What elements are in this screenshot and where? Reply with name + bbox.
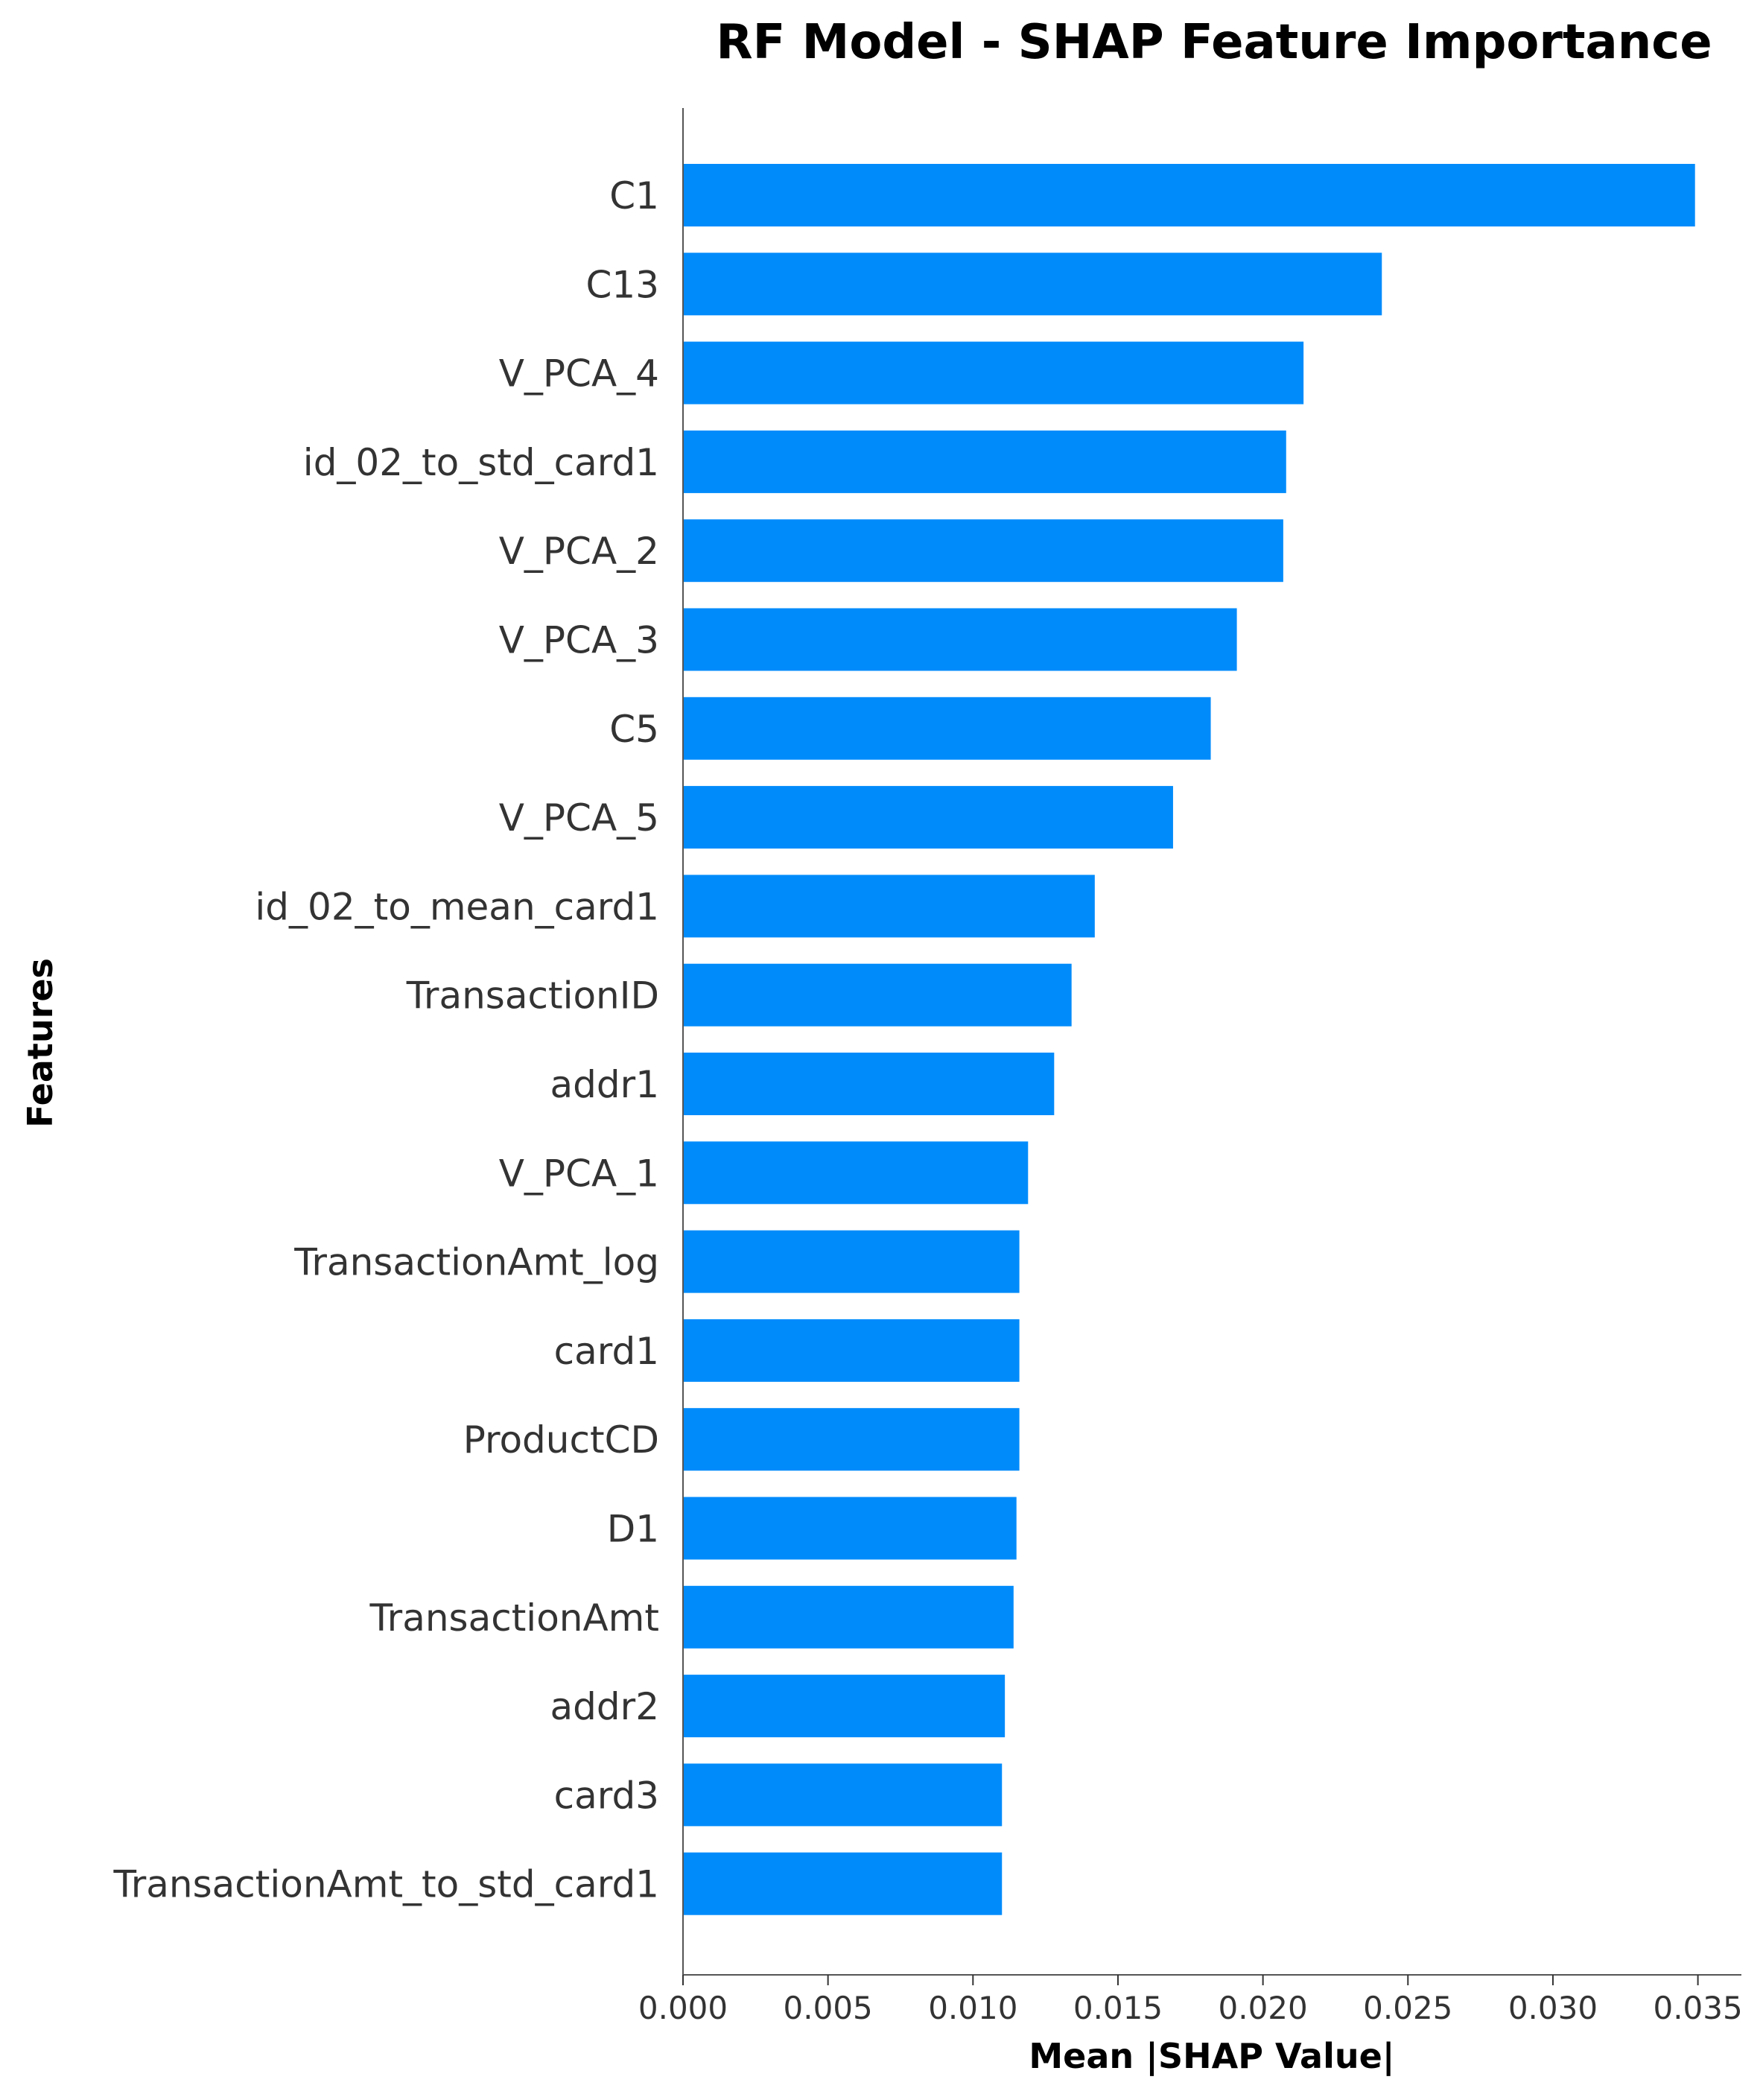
y-tick-label: TransactionAmt_log	[293, 1241, 659, 1284]
x-tick-label: 0.000	[638, 1990, 728, 2026]
y-tick-label: id_02_to_mean_card1	[255, 885, 659, 928]
x-tick-label: 0.035	[1653, 1990, 1742, 2026]
bar-id_02_to_std_card1	[683, 430, 1286, 493]
bar-TransactionAmt	[683, 1585, 1014, 1649]
bar-C13	[683, 253, 1382, 316]
y-tick-label: V_PCA_5	[499, 796, 659, 840]
bar-addr2	[683, 1675, 1006, 1738]
y-tick-label: card1	[554, 1330, 659, 1373]
y-tick-label: C13	[585, 263, 659, 306]
bar-TransactionID	[683, 963, 1072, 1027]
y-tick-label: V_PCA_1	[499, 1152, 659, 1195]
x-tick-label: 0.020	[1219, 1990, 1308, 2026]
y-tick-label: TransactionAmt	[369, 1596, 659, 1640]
y-tick-label: card3	[554, 1774, 659, 1817]
x-ticks: 0.000 0.005 0.010 0.015 0.020 0.025 0.030 0.035	[638, 1975, 1743, 2026]
bar-C1	[683, 164, 1695, 226]
bar-V_PCA_3	[683, 608, 1237, 671]
x-tick-label: 0.005	[784, 1990, 873, 2026]
y-tick-label: TransactionID	[406, 974, 659, 1018]
bar-id_02_to_mean_card1	[683, 875, 1095, 938]
bar-V_PCA_2	[683, 519, 1283, 583]
bar-V_PCA_5	[683, 786, 1173, 849]
x-tick-label: 0.015	[1073, 1990, 1163, 2026]
bar-card3	[683, 1763, 1003, 1827]
y-axis-title: Features	[20, 958, 60, 1128]
bar-card1	[683, 1319, 1020, 1382]
bar-D1	[683, 1497, 1017, 1560]
bar-addr1	[683, 1053, 1055, 1115]
y-tick-label: C5	[609, 708, 659, 751]
y-tick-label: ProductCD	[463, 1418, 659, 1462]
y-tick-label: V_PCA_3	[499, 619, 659, 662]
chart-title: RF Model - SHAP Feature Importance	[716, 15, 1712, 70]
y-tick-label: C1	[609, 174, 659, 218]
y-tick-label: D1	[607, 1508, 659, 1551]
bar-TransactionAmt_to_std_card1	[683, 1852, 1003, 1915]
y-tick-label: V_PCA_2	[499, 530, 659, 573]
x-tick-label: 0.025	[1363, 1990, 1452, 2026]
y-tick-label: TransactionAmt_to_std_card1	[113, 1863, 660, 1906]
y-tick-label: addr2	[550, 1685, 659, 1728]
y-tick-label: addr1	[550, 1063, 659, 1106]
x-axis-title: Mean |SHAP Value|	[1029, 2036, 1394, 2077]
bar-C5	[683, 697, 1211, 760]
bars-layer	[683, 164, 1695, 1915]
bar-TransactionAmt_log	[683, 1230, 1020, 1293]
y-tick-labels: C1 C13 V_PCA_4 id_02_to_std_card1 V_PCA_2 V_P…	[113, 174, 660, 1906]
x-tick-label: 0.030	[1508, 1990, 1598, 2026]
x-tick-label: 0.010	[928, 1990, 1017, 2026]
y-tick-label: id_02_to_std_card1	[303, 441, 659, 484]
bar-V_PCA_1	[683, 1141, 1029, 1205]
bar-V_PCA_4	[683, 341, 1304, 405]
bar-ProductCD	[683, 1408, 1020, 1471]
y-tick-label: V_PCA_4	[499, 352, 659, 396]
